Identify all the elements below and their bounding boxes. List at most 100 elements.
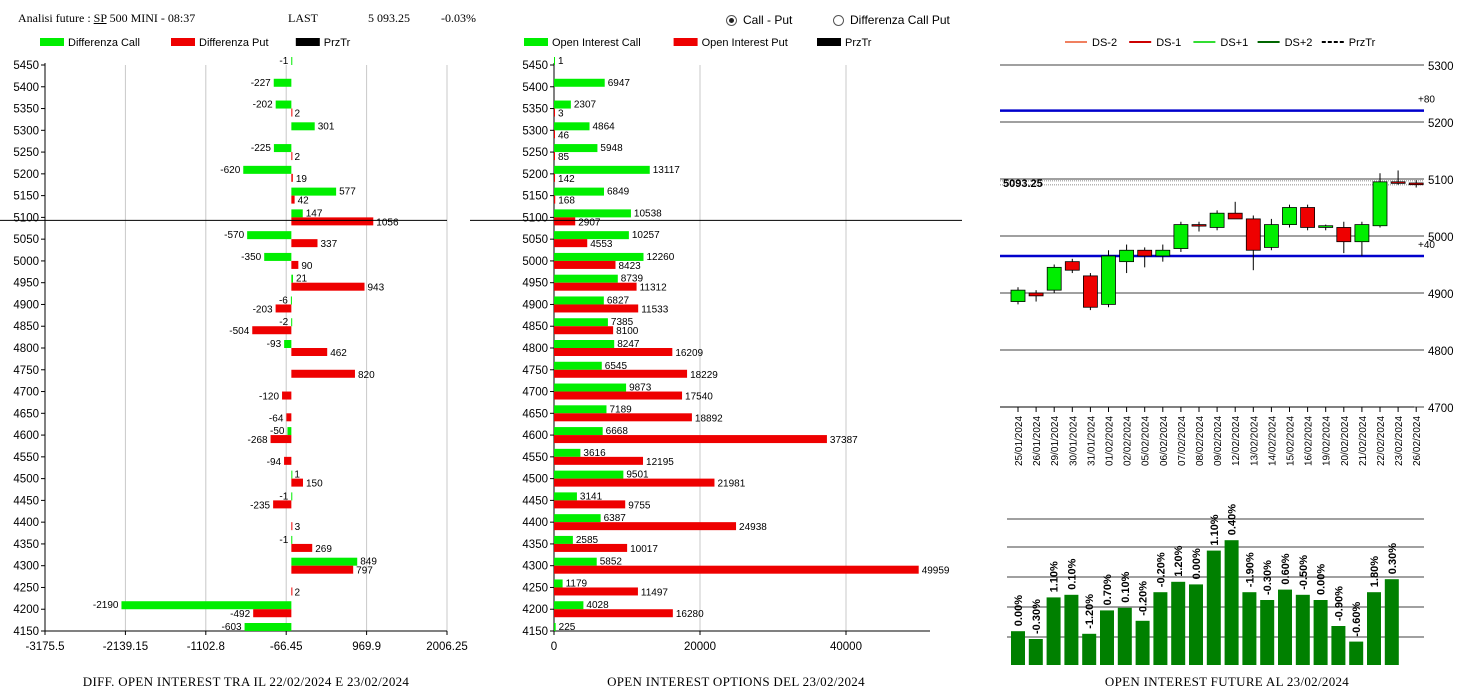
oi-call-label: 8739 <box>621 274 644 285</box>
put-diff-label: 943 <box>368 283 385 294</box>
put-diff-label: 2 <box>295 109 301 120</box>
y-tick-label: 5000 <box>522 256 548 268</box>
y-tick-label: 4400 <box>522 517 548 529</box>
oi-call-label: 3616 <box>583 448 606 459</box>
future-oi-bar <box>1117 607 1132 665</box>
oi-call-bar <box>554 318 608 327</box>
x-tick-label: 31/01/2024 <box>1086 416 1097 466</box>
future-oi-label: -0.20% <box>1138 581 1150 616</box>
future-candle-chart: DS-2 DS-1 DS+1 DS+2 PrzTr 5300 5200 5100 5000 490… <box>1000 37 1454 466</box>
y-tick-label: 5300 <box>13 125 39 137</box>
oi-put-label: 12195 <box>646 457 674 468</box>
future-oi-label: 1.10% <box>1209 514 1221 545</box>
candle-body <box>1064 261 1080 271</box>
x-tick-label: 08/02/2024 <box>1195 416 1206 466</box>
oi-put-label: 11533 <box>641 304 669 315</box>
legend-swatch <box>171 38 195 46</box>
y-tick-label: 4800 <box>522 343 548 355</box>
radio-differenza-indicator[interactable] <box>833 14 844 26</box>
future-oi-label: -0.90% <box>1333 586 1345 621</box>
call-diff-bar <box>264 252 292 261</box>
x-tick-label: 25/01/2024 <box>1014 416 1025 466</box>
oi-put-label: 142 <box>558 174 575 185</box>
legend-label: Open Interest Call <box>552 37 641 49</box>
future-oi-label: -0.20% <box>1155 552 1167 587</box>
oi-call-bar <box>554 427 603 436</box>
x-tick-label: 22/02/2024 <box>1376 416 1387 466</box>
y-tick-label: 4350 <box>13 539 39 551</box>
future-oi-bar <box>1224 540 1239 665</box>
x-tick-label: 19/02/2024 <box>1322 416 1333 466</box>
future-oi-bar <box>1135 620 1150 665</box>
radio-differenza-call-put[interactable]: Differenza Call Put <box>833 13 950 27</box>
oi-put-label: 11497 <box>641 587 669 598</box>
x-tick-label: 12/02/2024 <box>1231 416 1242 466</box>
x-tick-label: -66.45 <box>270 641 303 653</box>
candle-body <box>1354 224 1370 243</box>
oi-call-label: 13117 <box>653 165 681 176</box>
oi-put-label: 9755 <box>628 500 651 511</box>
call-diff-bar <box>291 57 293 65</box>
y-tick-label: 4350 <box>522 539 548 551</box>
oi-call-bar <box>554 448 581 457</box>
candle-body <box>1191 224 1207 227</box>
y-tick-label: 4200 <box>13 604 39 616</box>
oi-call-label: 225 <box>559 622 576 633</box>
oi-call-label: 10538 <box>634 208 662 219</box>
future-oi-bar <box>1171 581 1186 665</box>
put-diff-bar <box>291 522 293 531</box>
x-tick-label: 05/02/2024 <box>1141 416 1152 466</box>
y-tick-label: 4900 <box>13 299 39 311</box>
oi-put-bar <box>554 609 673 618</box>
call-diff-label: -603 <box>222 622 242 633</box>
oi-put-bar <box>554 565 919 574</box>
oi-call-label: 2307 <box>574 100 597 111</box>
oi-call-label: 6947 <box>608 78 631 89</box>
x-tick-label: 2006.25 <box>426 641 468 653</box>
future-oi-label: 0.10% <box>1066 558 1078 589</box>
oi-put-bar <box>554 173 556 182</box>
future-oi-label: -0.50% <box>1298 555 1310 590</box>
put-diff-label: 42 <box>298 196 310 207</box>
oi-call-bar <box>554 274 618 283</box>
oi-put-bar <box>554 326 614 335</box>
call-diff-bar <box>291 122 315 131</box>
put-diff-bar <box>291 173 293 182</box>
oi-put-bar <box>554 217 576 226</box>
oi-put-bar <box>554 500 626 509</box>
put-diff-label: -120 <box>259 392 279 403</box>
future-oi-label: -1.20% <box>1084 594 1096 629</box>
call-diff-bar <box>291 557 358 566</box>
legend-label: DS+2 <box>1285 37 1313 49</box>
y-tick-label: 4800 <box>1428 346 1454 358</box>
oi-put-label: 21981 <box>717 479 745 490</box>
call-diff-label: -2190 <box>93 600 119 611</box>
x-tick-label: 02/02/2024 <box>1123 416 1134 466</box>
oi-call-bar <box>554 579 563 588</box>
y-tick-label: 4550 <box>522 452 548 464</box>
oi-call-bar <box>554 340 615 348</box>
y-tick-label: 4300 <box>522 561 548 573</box>
candle-body <box>1408 182 1424 186</box>
y-tick-label: 5350 <box>522 104 548 116</box>
y-tick-label: 4450 <box>13 495 39 507</box>
y-tick-label: 5400 <box>13 82 39 94</box>
oi-call-label: 6545 <box>605 361 628 372</box>
call-diff-bar <box>291 492 293 501</box>
radio-call-put[interactable]: Call - Put <box>726 13 792 27</box>
oi-put-bar <box>554 282 637 291</box>
x-tick-label: 20000 <box>684 641 716 653</box>
radio-call-put-indicator[interactable] <box>726 14 737 26</box>
oi-put-label: 168 <box>558 196 575 207</box>
oi-put-label: 18229 <box>690 370 718 381</box>
oi-call-bar <box>554 252 644 261</box>
call-diff-bar <box>291 470 293 479</box>
legend-label: PrzTr <box>845 37 872 49</box>
future-oi-bar <box>1384 579 1399 665</box>
y-tick-label: 5250 <box>522 147 548 159</box>
y-tick-label: 5450 <box>522 60 548 72</box>
put-diff-label: -492 <box>230 609 250 620</box>
oi-call-bar <box>554 209 631 218</box>
y-tick-label: 5300 <box>1428 61 1454 73</box>
